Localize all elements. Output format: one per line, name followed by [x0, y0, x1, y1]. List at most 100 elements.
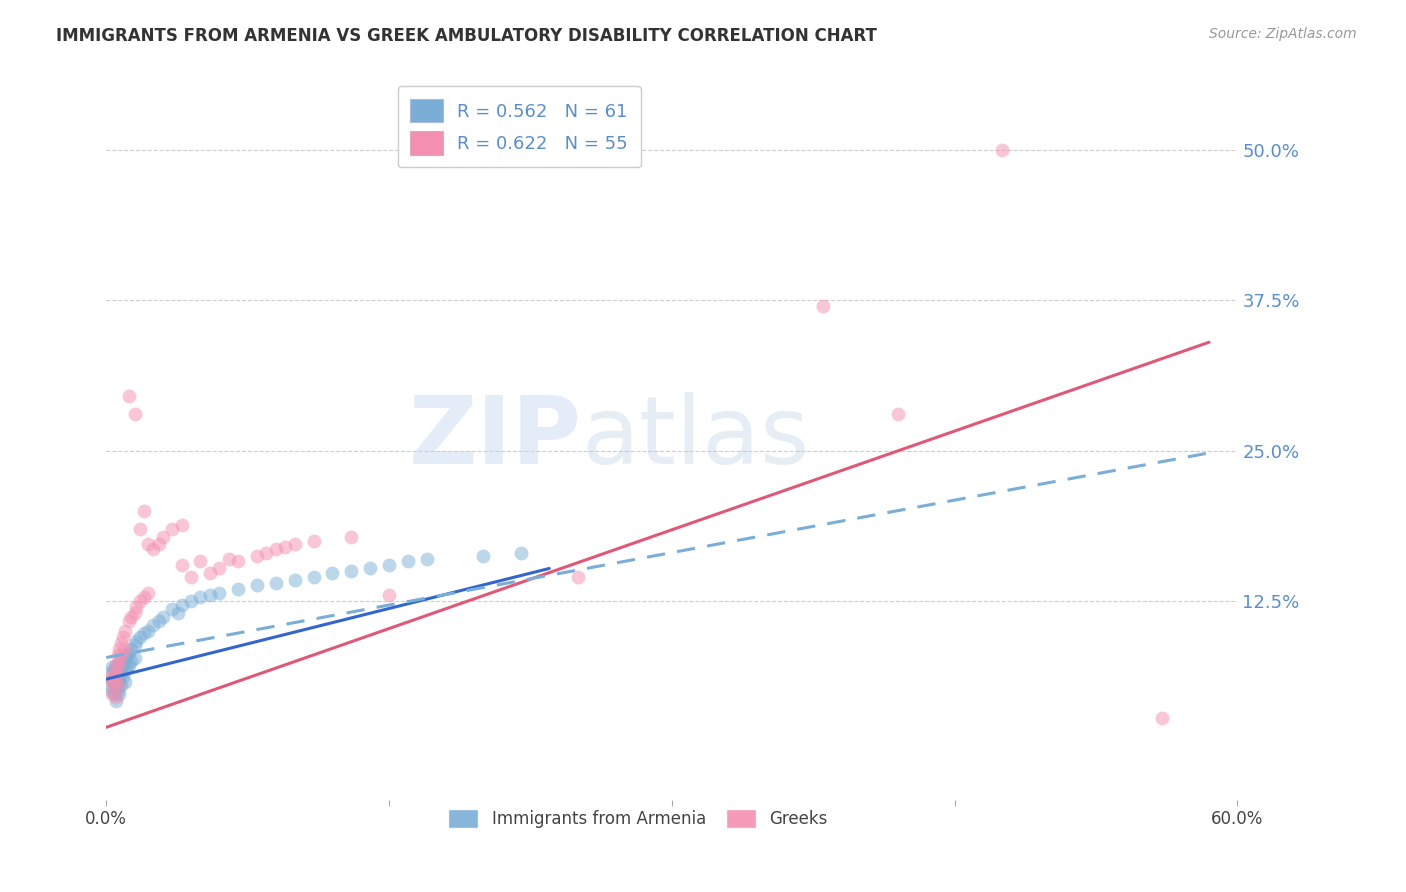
Point: [129, 630, 152, 644]
Point: [101, 672, 124, 686]
Point: [378, 588, 401, 602]
Point: [101, 687, 124, 701]
Point: [108, 654, 131, 668]
Point: [136, 537, 159, 551]
Point: [124, 408, 146, 422]
Point: [114, 624, 136, 638]
Point: [108, 663, 131, 677]
Point: [107, 678, 129, 692]
Point: [103, 663, 125, 677]
Point: [125, 599, 148, 614]
Point: [101, 660, 124, 674]
Point: [340, 530, 363, 544]
Point: [321, 566, 343, 581]
Point: [148, 537, 170, 551]
Point: [152, 609, 174, 624]
Point: [104, 657, 127, 672]
Point: [246, 549, 269, 564]
Point: [104, 670, 127, 684]
Point: [274, 540, 297, 554]
Point: [118, 389, 141, 403]
Point: [110, 666, 132, 681]
Point: [567, 570, 589, 584]
Point: [98, 678, 121, 692]
Point: [167, 606, 190, 620]
Point: [396, 554, 419, 568]
Point: [198, 588, 221, 602]
Text: atlas: atlas: [581, 392, 810, 484]
Point: [284, 537, 307, 551]
Point: [103, 666, 125, 681]
Point: [104, 690, 127, 705]
Point: [110, 678, 132, 692]
Point: [180, 594, 202, 608]
Point: [104, 681, 127, 696]
Point: [115, 648, 138, 662]
Point: [264, 575, 287, 590]
Point: [112, 670, 135, 684]
Point: [112, 657, 135, 672]
Point: [132, 504, 155, 518]
Point: [104, 694, 127, 708]
Point: [104, 670, 127, 684]
Point: [120, 609, 142, 624]
Point: [136, 624, 159, 638]
Point: [110, 654, 132, 668]
Point: [118, 646, 141, 660]
Point: [132, 626, 155, 640]
Point: [124, 650, 146, 665]
Point: [114, 650, 136, 665]
Point: [120, 654, 142, 668]
Point: [107, 660, 129, 674]
Point: [340, 564, 363, 578]
Point: [170, 598, 193, 612]
Point: [811, 299, 834, 313]
Point: [101, 684, 124, 698]
Point: [114, 663, 136, 677]
Point: [107, 672, 129, 686]
Point: [118, 657, 141, 672]
Point: [115, 660, 138, 674]
Point: [472, 549, 495, 564]
Point: [129, 594, 152, 608]
Point: [103, 678, 125, 692]
Point: [124, 606, 146, 620]
Point: [125, 633, 148, 648]
Point: [108, 687, 131, 701]
Point: [110, 636, 132, 650]
Point: [142, 618, 165, 632]
Point: [132, 591, 155, 605]
Legend: Immigrants from Armenia, Greeks: Immigrants from Armenia, Greeks: [441, 802, 834, 835]
Point: [110, 648, 132, 662]
Point: [284, 574, 307, 588]
Point: [208, 585, 231, 599]
Text: Source: ZipAtlas.com: Source: ZipAtlas.com: [1209, 27, 1357, 41]
Point: [170, 518, 193, 533]
Point: [190, 591, 212, 605]
Point: [124, 639, 146, 653]
Point: [226, 582, 249, 596]
Point: [218, 551, 240, 566]
Point: [190, 554, 212, 568]
Point: [104, 657, 127, 672]
Point: [160, 522, 183, 536]
Point: [120, 642, 142, 657]
Point: [1150, 711, 1173, 725]
Point: [359, 561, 381, 575]
Point: [246, 578, 269, 592]
Point: [107, 684, 129, 698]
Point: [378, 558, 401, 572]
Point: [129, 522, 152, 536]
Point: [887, 408, 910, 422]
Point: [118, 615, 141, 629]
Point: [152, 530, 174, 544]
Point: [98, 670, 121, 684]
Point: [98, 666, 121, 681]
Point: [180, 570, 202, 584]
Point: [101, 674, 124, 689]
Point: [302, 570, 325, 584]
Point: [108, 642, 131, 657]
Point: [112, 630, 135, 644]
Point: [256, 546, 278, 560]
Point: [103, 674, 125, 689]
